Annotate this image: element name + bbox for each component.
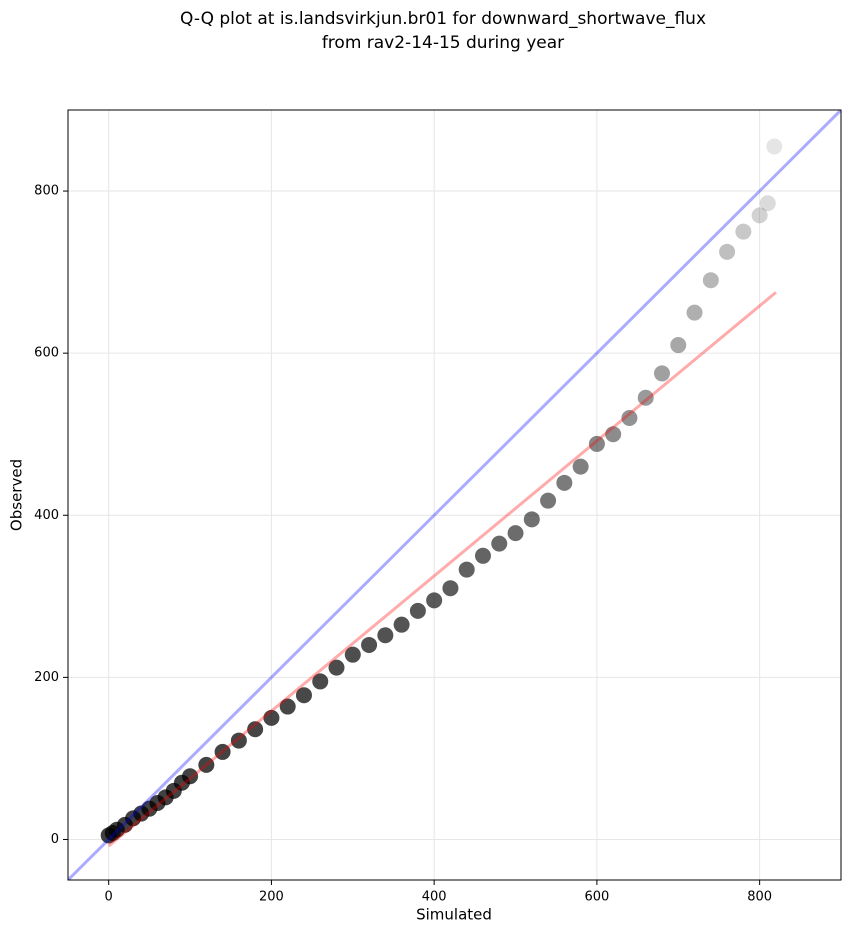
point <box>247 721 264 738</box>
point <box>328 659 345 676</box>
point <box>653 365 670 382</box>
point <box>540 492 557 509</box>
point <box>279 698 296 715</box>
grid <box>68 110 841 880</box>
chart-title: Q-Q plot at is.landsvirkjun.br01 for dow… <box>180 9 706 29</box>
y-tick-label: 800 <box>34 184 59 199</box>
y-tick-label: 400 <box>34 508 59 523</box>
point <box>344 646 361 663</box>
point <box>588 435 605 452</box>
x-tick-label: 200 <box>259 890 284 905</box>
point <box>637 389 654 406</box>
point <box>735 223 752 240</box>
point <box>442 580 459 597</box>
point <box>426 592 443 609</box>
x-tick-label: 600 <box>584 890 609 905</box>
y-tick-label: 600 <box>34 346 59 361</box>
point <box>523 511 540 528</box>
point <box>572 458 589 475</box>
plot-area <box>68 110 841 880</box>
plot-frame <box>67 109 842 881</box>
point <box>605 426 622 443</box>
point <box>719 243 736 260</box>
point <box>295 687 312 704</box>
x-tick-label: 800 <box>747 890 772 905</box>
reference-line <box>68 110 841 880</box>
x-tick-label: 0 <box>105 890 113 905</box>
x-tick-label: 400 <box>422 890 447 905</box>
point <box>230 732 247 749</box>
point <box>474 547 491 564</box>
point <box>702 272 719 289</box>
point <box>670 337 687 354</box>
point <box>766 138 783 155</box>
point <box>377 627 394 644</box>
y-tick-label: 200 <box>34 670 59 685</box>
point <box>507 525 524 542</box>
reference-line <box>107 291 777 848</box>
point <box>393 616 410 633</box>
point <box>198 756 215 773</box>
y-axis-label: Observed <box>8 459 26 531</box>
point <box>361 636 378 653</box>
point <box>491 535 508 552</box>
point <box>751 207 768 224</box>
point <box>214 743 231 760</box>
point <box>759 195 776 212</box>
axes: 0 200 400 600 800 0 200 400 600 800 <box>34 184 772 905</box>
point <box>458 561 475 578</box>
x-axis-label: Simulated <box>416 906 492 924</box>
point <box>409 602 426 619</box>
point <box>263 709 280 726</box>
point <box>312 673 329 690</box>
chart-subtitle: from rav2-14-15 during year <box>322 33 564 53</box>
y-tick-label: 0 <box>51 832 59 847</box>
point <box>182 768 199 785</box>
point <box>686 304 703 321</box>
point <box>621 410 638 426</box>
point <box>556 474 573 491</box>
